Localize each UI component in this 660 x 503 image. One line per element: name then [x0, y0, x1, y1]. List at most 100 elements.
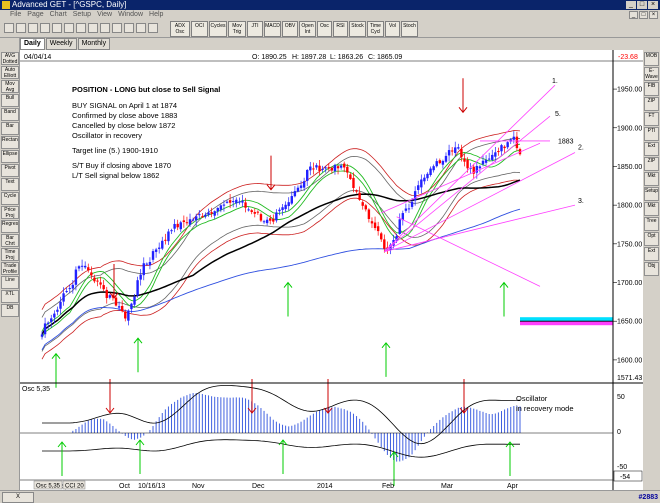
tool-auto-elliott[interactable]: Auto Elliott	[1, 66, 19, 79]
toolbar-button-obv[interactable]: OBV	[282, 21, 298, 37]
tool-regression[interactable]: Regression	[1, 220, 19, 233]
toolbar-button-stock[interactable]: Stock	[349, 21, 366, 37]
candle-body	[272, 218, 275, 222]
osc-buy-arrow-head	[389, 451, 399, 458]
candle-body	[447, 150, 451, 156]
osc-buy-arrow-head	[57, 441, 67, 448]
toolbar-button-oci[interactable]: OCI	[191, 21, 208, 37]
menu-window[interactable]: Window	[118, 11, 144, 18]
tool-ellipse[interactable]: Ellipse	[1, 150, 19, 163]
color-icon[interactable]	[124, 23, 134, 33]
ma-black	[41, 179, 521, 335]
toolbar-button-adx[interactable]: ADX Osc	[170, 21, 190, 37]
toolbar-button-movtrig[interactable]: Mov Trig	[228, 21, 246, 37]
rtool-pti[interactable]: PTI	[644, 127, 659, 141]
toolbar-button-cycles[interactable]: Cycles	[209, 21, 227, 37]
osc-sell-arrow-head	[247, 407, 257, 414]
tool-bar-chart[interactable]: Bar Chrt	[1, 234, 19, 247]
candle-body	[133, 296, 136, 305]
zoom-icon[interactable]	[52, 23, 62, 33]
rtool-ext[interactable]: Ext	[644, 142, 659, 156]
tool-cycle[interactable]: Cycle	[1, 192, 19, 205]
rtool-ft[interactable]: FT	[644, 112, 659, 126]
tool-band[interactable]: Band	[1, 108, 19, 121]
mdi-restore-button[interactable]: □	[639, 11, 648, 19]
maximize-button[interactable]: □	[637, 1, 647, 9]
tool-db[interactable]: DB	[1, 304, 19, 317]
candle-body	[336, 166, 340, 169]
tool-xtl[interactable]: XTL	[1, 290, 19, 303]
toolbar-button-vol[interactable]: Vol	[385, 21, 400, 37]
candle-body	[164, 239, 167, 241]
candle-body	[151, 251, 155, 260]
open-icon[interactable]	[16, 23, 26, 33]
tool-mov-avg[interactable]: Mov Avg	[1, 80, 19, 93]
candle-body	[417, 185, 420, 190]
toolbar-button-timecycl[interactable]: Time Cycl	[367, 21, 384, 37]
price-chart[interactable]: 1950.00 1900.00 1850.00 1800.00 1750.00 1700.…	[20, 50, 643, 490]
tool-price-proj[interactable]: Price Proj	[1, 206, 19, 219]
mdi-minimize-button[interactable]: _	[629, 11, 638, 19]
tool-text[interactable]: Text	[1, 178, 19, 191]
y-tick-label: 1950.00	[617, 87, 642, 94]
toolbar-button-osc[interactable]: Osc	[317, 21, 332, 37]
menu-help[interactable]: Help	[149, 11, 164, 18]
refresh-icon[interactable]	[112, 23, 122, 33]
toolbar-button-macd[interactable]: MACD	[264, 21, 281, 37]
cursor-icon[interactable]	[64, 23, 74, 33]
menu-chart[interactable]: Chart	[49, 11, 67, 18]
rtool-ewave[interactable]: E-Wave	[644, 67, 659, 81]
tool-pivot[interactable]: Pivot	[1, 164, 19, 177]
rtool-mkt[interactable]: Mkt	[644, 172, 659, 186]
rtool-obj[interactable]: Obj	[644, 262, 659, 276]
x-label-dec: Dec	[252, 483, 265, 490]
toolbar-button-rsi[interactable]: RSI	[333, 21, 348, 37]
toolbar-button-stoch[interactable]: Stoch	[401, 21, 418, 37]
tab-weekly[interactable]: Weekly	[45, 38, 77, 50]
status-x-button[interactable]: X	[2, 492, 34, 503]
candle-body	[346, 166, 349, 173]
rtool-ext-2[interactable]: Ext	[644, 247, 659, 261]
rtool-zip[interactable]: ZIP	[644, 97, 659, 111]
rtool-mkt-2[interactable]: Mkt	[644, 202, 659, 216]
tab-daily[interactable]: Daily	[20, 38, 45, 50]
note-st-buy: S/T Buy if closing above 1870	[72, 161, 171, 170]
menu-file[interactable]: File	[10, 11, 22, 18]
close-button[interactable]: ×	[648, 1, 658, 9]
help-icon[interactable]	[148, 23, 158, 33]
rtool-zip-2[interactable]: ZIP	[644, 157, 659, 171]
menu-view[interactable]: View	[97, 11, 113, 18]
tool-time-proj[interactable]: Time Proj	[1, 248, 19, 261]
tool-rectangle[interactable]: Rectangle	[1, 136, 19, 149]
rtool-fib[interactable]: FIB	[644, 82, 659, 96]
minimize-button[interactable]: _	[626, 1, 636, 9]
rtool-mob[interactable]: MOB	[644, 52, 659, 66]
scale-icon[interactable]	[100, 23, 110, 33]
toolbar-button-openint[interactable]: Open Int	[299, 21, 316, 37]
tab-osc[interactable]	[33, 480, 63, 490]
note-target: Target line (5.) 1900-1910	[72, 146, 158, 155]
menu-page[interactable]: Page	[27, 11, 44, 18]
crosshair-icon[interactable]	[76, 23, 86, 33]
tool-line[interactable]: Line	[1, 276, 19, 289]
tool-bar[interactable]: Bar	[1, 122, 19, 135]
rtool-opt[interactable]: Opt	[644, 232, 659, 246]
tool-bull[interactable]: Bull	[1, 94, 19, 107]
tool-trade-profile[interactable]: Trade Profile	[1, 262, 19, 275]
wave-label: 2.	[578, 144, 584, 151]
tab-cci[interactable]	[62, 480, 86, 490]
grid-icon[interactable]	[88, 23, 98, 33]
mdi-close-button[interactable]: ×	[649, 11, 658, 19]
rtool-setup[interactable]: Setup	[644, 187, 659, 201]
tab-monthly[interactable]: Monthly	[77, 38, 111, 50]
toolbar-button-jti[interactable]: JTI	[247, 21, 263, 37]
settings-icon[interactable]	[136, 23, 146, 33]
rtool-tree[interactable]: Tree	[644, 217, 659, 231]
chart-area[interactable]: 1950.00 1900.00 1850.00 1800.00 1750.00 1700.…	[20, 50, 643, 490]
menu-setup[interactable]: Setup	[72, 11, 92, 18]
ohlc-date: 04/04/14	[24, 54, 51, 61]
tool-avg-dotted[interactable]: AVG Dotted	[1, 52, 19, 65]
print-icon[interactable]	[40, 23, 50, 33]
new-icon[interactable]	[4, 23, 14, 33]
save-icon[interactable]	[28, 23, 38, 33]
